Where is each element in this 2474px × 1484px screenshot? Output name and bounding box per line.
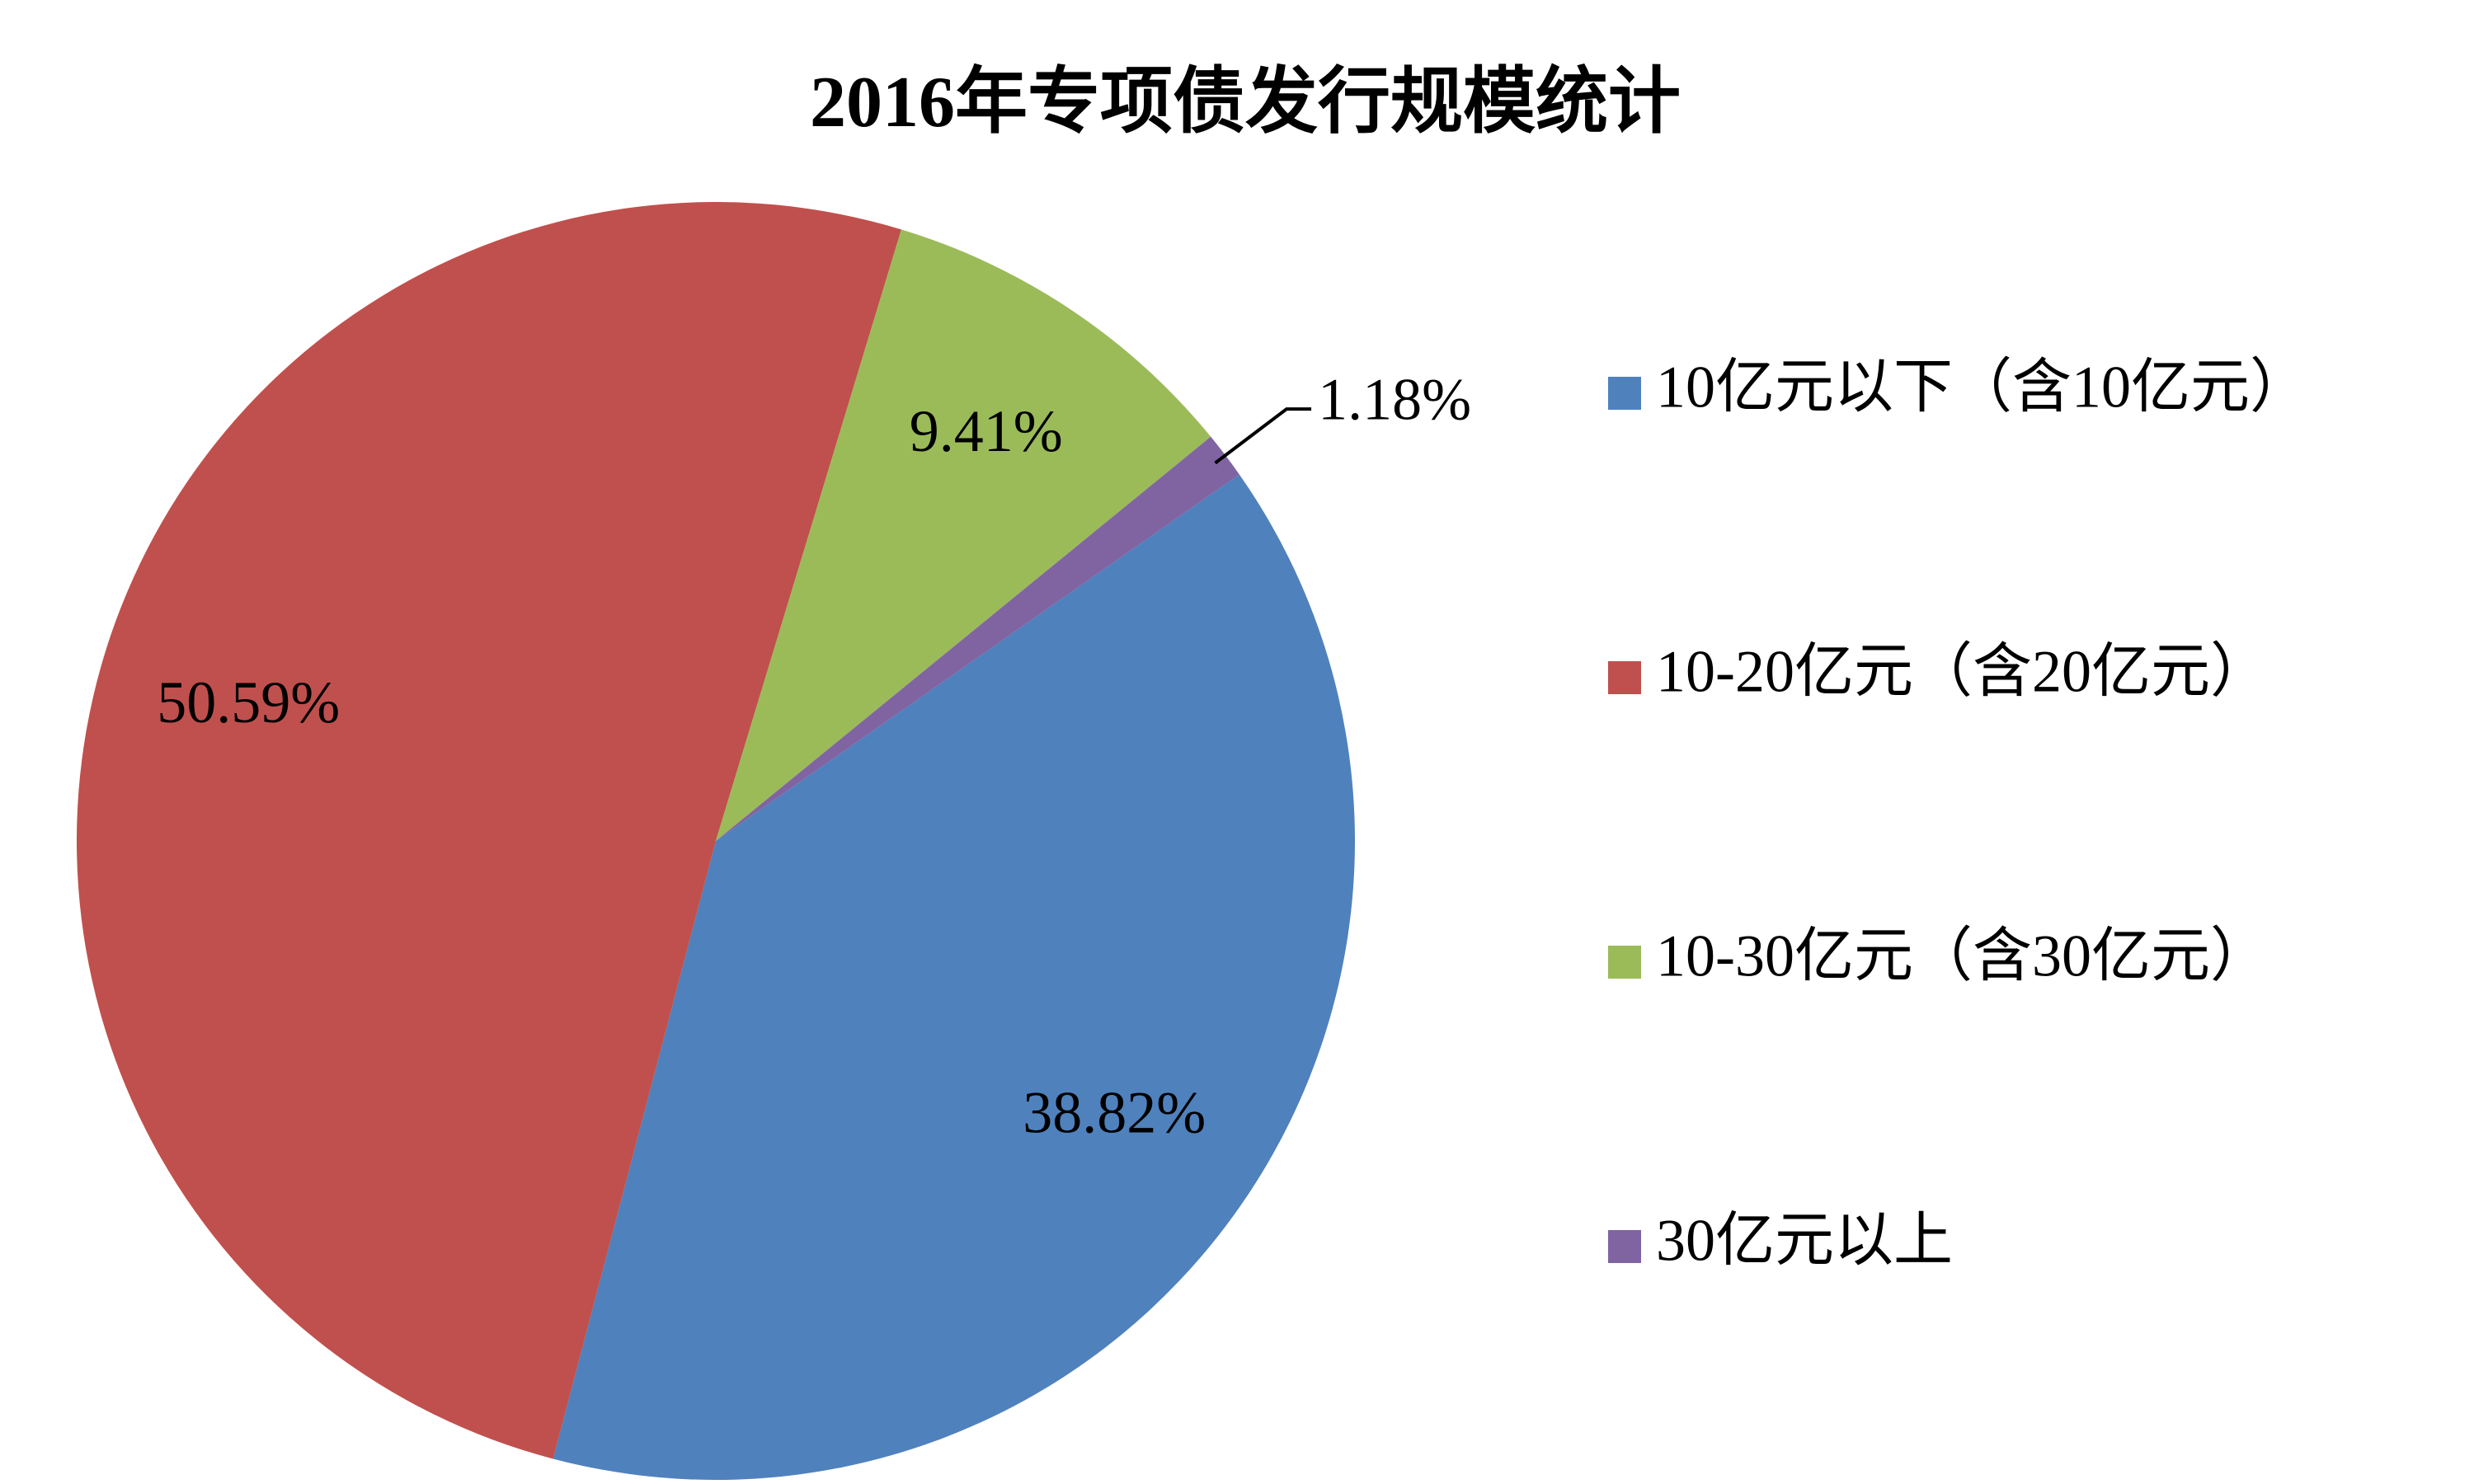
- leader-line: [1214, 407, 1312, 465]
- legend-label: 10亿元以下（含10亿元）: [1656, 355, 2309, 420]
- data-label: 1.18%: [1318, 367, 1471, 433]
- legend-label: 10-30亿元（含30亿元）: [1656, 923, 2269, 989]
- pie-slice: [716, 229, 1211, 842]
- legend-label: 30亿元以上: [1656, 1208, 1953, 1274]
- data-label: 9.41%: [910, 398, 1063, 464]
- legend-label: 10-20亿元（含20亿元）: [1656, 639, 2269, 705]
- legend-swatch: [1608, 377, 1641, 410]
- data-label: 38.82%: [1023, 1079, 1206, 1145]
- legend-swatch: [1608, 946, 1641, 979]
- pie-slice: [716, 436, 1239, 841]
- pie-slice: [77, 202, 901, 1459]
- data-label: 50.59%: [157, 669, 340, 735]
- legend-swatch: [1608, 661, 1641, 694]
- pie-slice: [553, 474, 1356, 1481]
- legend-swatch: [1608, 1230, 1641, 1263]
- chart-title: 2016年专项债发行规模统计: [810, 63, 1681, 143]
